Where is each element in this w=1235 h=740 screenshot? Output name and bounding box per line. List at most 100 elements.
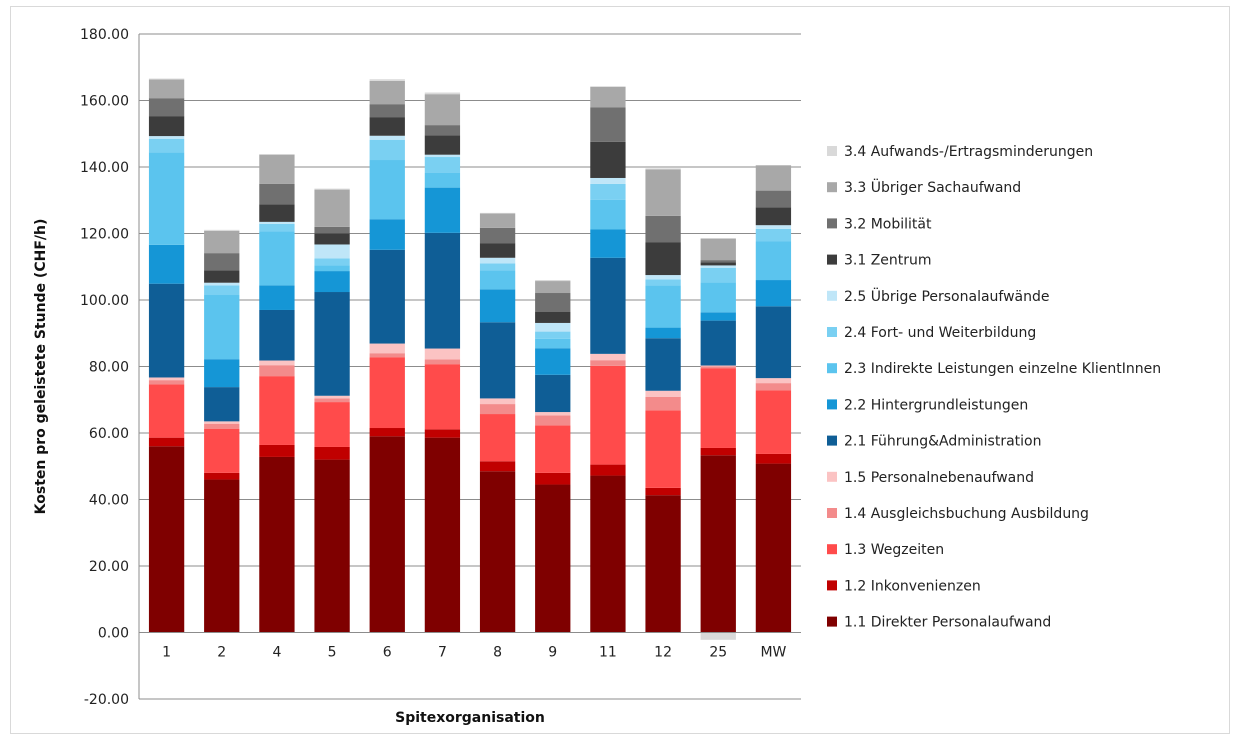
bar-segment <box>148 136 185 139</box>
bar-segment <box>314 271 350 293</box>
bar-segment <box>700 447 736 456</box>
bar-segment <box>535 338 571 349</box>
x-tick-label: 6 <box>383 645 392 661</box>
bar-segment <box>535 331 571 339</box>
bar-segment <box>479 212 516 214</box>
y-axis-title: Kosten pro geleistete Stunde (CHF/h) <box>33 219 49 515</box>
bar-segment <box>259 376 295 445</box>
bar-segment <box>148 138 185 153</box>
bar-segment <box>424 348 461 360</box>
bar-segment <box>479 289 516 323</box>
bar-segment <box>259 231 295 286</box>
legend-label: 1.2 Inkonvenienzen <box>844 578 981 594</box>
bar-segment <box>590 183 626 200</box>
bar-segment <box>479 414 516 462</box>
bar-segment <box>369 353 405 358</box>
x-tick-label: 2 <box>217 645 226 661</box>
bar-segment <box>700 455 736 633</box>
bar-segment <box>424 429 461 438</box>
bar-segment <box>590 229 626 258</box>
legend: 3.4 Aufwands-/Ertragsminderungen 3.3 Übri… <box>827 144 1161 631</box>
legend-label: 2.2 Hintergrundleistungen <box>844 397 1028 413</box>
y-tick-label: 160.00 <box>80 94 129 110</box>
bar-segment <box>755 390 792 454</box>
legend-label: 2.4 Fort- und Weiterbildung <box>844 325 1036 341</box>
y-tick-label: 180.00 <box>80 27 129 43</box>
bar-segment <box>590 199 626 230</box>
y-tick-label: 120.00 <box>80 227 129 243</box>
legend-swatch <box>827 544 837 555</box>
bar-segment <box>369 428 405 437</box>
legend-swatch <box>827 363 837 374</box>
legend-swatch <box>827 182 837 193</box>
legend-label: 3.1 Zentrum <box>844 253 932 269</box>
bar-segment <box>590 365 626 465</box>
bar-segment <box>590 86 626 87</box>
bar-segment <box>700 320 736 366</box>
bar-segment <box>645 169 681 216</box>
y-tick-label: 40.00 <box>89 493 129 509</box>
bar-segment <box>535 374 571 413</box>
bar-segment <box>259 456 295 633</box>
legend-swatch <box>827 580 837 591</box>
legend-swatch <box>827 290 837 301</box>
bar-segment <box>148 446 185 633</box>
bar-segment <box>700 267 736 283</box>
bar-segment <box>590 257 626 354</box>
bar-segment <box>148 152 185 245</box>
x-tick-label: 8 <box>493 645 502 661</box>
bar-segment <box>700 260 736 263</box>
legend-label: 1.1 Direkter Personalaufwand <box>844 615 1051 631</box>
bar-segment <box>479 243 516 258</box>
bar-segment <box>259 154 295 155</box>
legend-swatch <box>827 399 837 410</box>
bar-segment <box>369 343 405 354</box>
bar-segment <box>148 116 185 137</box>
bar-segment <box>369 80 405 105</box>
legend-label: 3.2 Mobilität <box>844 216 932 232</box>
bar-segment <box>645 410 681 488</box>
y-tick-label: 80.00 <box>89 360 129 376</box>
bar-segment <box>424 92 461 95</box>
bar-segment <box>479 227 516 244</box>
x-axis-title: Spitexorganisation <box>395 710 545 726</box>
bar-segment <box>479 461 516 472</box>
bar-segment <box>369 117 405 136</box>
bar-segment <box>204 359 240 388</box>
bar-segment <box>755 228 792 242</box>
bar-segment <box>645 390 681 397</box>
bar-segment <box>645 327 681 339</box>
bar-segment <box>204 230 240 254</box>
bar-segment <box>314 265 350 272</box>
bar-segment <box>314 398 350 403</box>
bar-segment <box>314 233 350 245</box>
bar-segment <box>479 471 516 633</box>
y-tick-label: -20.00 <box>84 692 129 708</box>
bar-segment <box>700 282 736 313</box>
bar-segment <box>535 322 571 332</box>
bar-segment <box>700 365 736 367</box>
bar-segment <box>755 453 792 464</box>
bar-segment <box>204 295 240 360</box>
bar-segment <box>424 364 461 430</box>
bar-segment <box>645 242 681 276</box>
bar-segment <box>479 257 516 264</box>
bar-segment <box>424 135 461 155</box>
x-tick-label: 12 <box>654 645 672 661</box>
legend-swatch <box>827 616 837 627</box>
x-tick-label: 9 <box>548 645 557 661</box>
stacked-bar-chart: -20.00 0.00 20.00 40.00 60.00 80.00 100.00 120.… <box>33 27 1161 726</box>
x-tick-label: 1 <box>162 645 171 661</box>
bar-segment <box>645 396 681 411</box>
bar-segment <box>314 459 350 633</box>
legend-label: 1.5 Personalnebenaufwand <box>844 470 1034 486</box>
bars <box>148 78 792 640</box>
y-tick-label: 0.00 <box>98 626 129 642</box>
bar-segment <box>204 282 240 286</box>
bar-segment <box>645 168 681 170</box>
bar-segment <box>424 125 461 136</box>
legend-swatch <box>827 508 837 518</box>
bar-segment <box>645 215 681 243</box>
bar-segment <box>259 360 295 366</box>
bar-segment <box>700 632 736 640</box>
